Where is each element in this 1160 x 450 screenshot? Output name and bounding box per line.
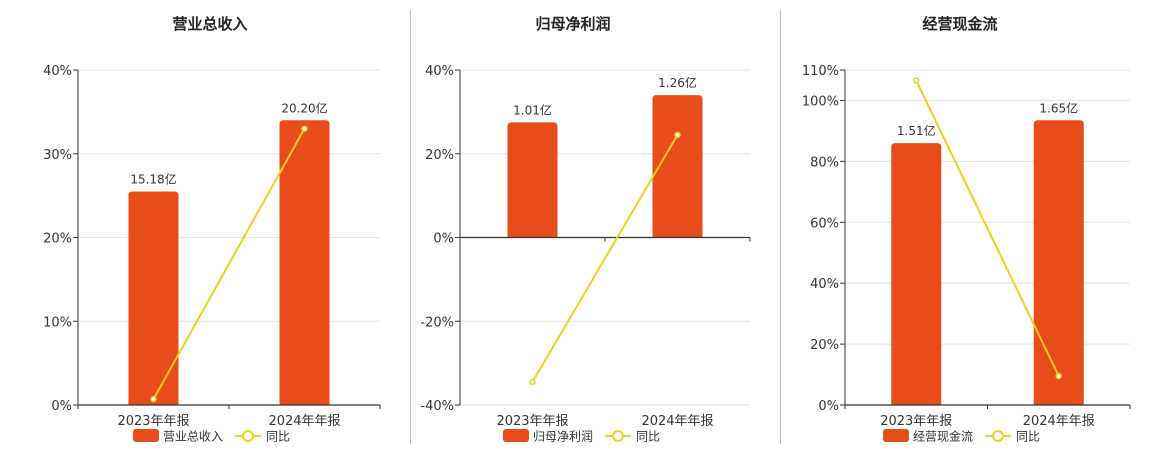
legend-label: 同比 — [1016, 430, 1040, 444]
bar — [507, 122, 558, 238]
bar-data-label: 1.51亿 — [897, 123, 936, 138]
y-tick-label: 0% — [818, 399, 839, 414]
y-tick-label: 20% — [43, 232, 72, 247]
y-tick-label: 20% — [425, 148, 454, 163]
y-tick-label: 40% — [810, 277, 839, 292]
chart-title: 营业总收入 — [172, 15, 247, 33]
bar — [891, 143, 942, 405]
x-tick-label: 2024年年报 — [641, 414, 713, 429]
x-tick-label: 2023年年报 — [117, 414, 189, 429]
legend-line-marker — [992, 430, 1004, 442]
legend-label: 经营现金流 — [913, 429, 973, 444]
bar — [1033, 120, 1084, 405]
bar — [652, 95, 703, 238]
legend-label: 营业总收入 — [163, 430, 223, 444]
chart-title: 经营现金流 — [922, 15, 997, 33]
series-point — [674, 131, 681, 139]
y-tick-label: 0% — [51, 399, 72, 414]
y-tick-label: 110% — [802, 64, 839, 79]
chart-title: 归母净利润 — [535, 15, 610, 33]
bar-data-label: 1.65亿 — [1039, 100, 1078, 115]
y-tick-label: 30% — [43, 148, 72, 163]
series-point — [150, 395, 157, 403]
legend-bar-swatch — [133, 429, 159, 442]
legend-label: 同比 — [266, 430, 290, 444]
legend-line-marker — [612, 430, 624, 442]
panel-divider — [410, 10, 411, 444]
bar-data-label: 20.20亿 — [281, 100, 327, 115]
series-point — [1055, 372, 1062, 380]
legend-bar-swatch — [883, 429, 909, 442]
series-point — [301, 125, 308, 132]
y-tick-label: 100% — [802, 94, 839, 109]
legend-label: 归母净利润 — [533, 430, 593, 444]
y-tick-label: 40% — [425, 64, 454, 79]
y-tick-label: 80% — [810, 155, 839, 170]
bar-data-label: 15.18亿 — [130, 171, 176, 186]
panel-divider — [780, 10, 781, 444]
legend-line-marker — [242, 430, 254, 442]
bar — [128, 191, 179, 405]
bar-data-label: 1.26亿 — [658, 75, 697, 90]
x-tick-label: 2024年年报 — [268, 414, 340, 429]
y-tick-label: 40% — [43, 64, 72, 79]
series-line — [152, 128, 306, 400]
y-tick-label: -20% — [420, 315, 454, 330]
legend-bar-swatch — [503, 429, 529, 442]
y-tick-label: 10% — [43, 315, 72, 330]
series-line — [531, 134, 679, 383]
y-tick-label: -40% — [420, 399, 454, 414]
bar — [279, 120, 330, 405]
y-tick-label: 0% — [433, 232, 454, 247]
x-tick-label: 2023年年报 — [880, 414, 952, 429]
x-tick-label: 2023年年报 — [496, 414, 568, 429]
legend-label: 同比 — [636, 430, 660, 444]
series-line — [915, 80, 1060, 377]
y-tick-label: 20% — [810, 338, 839, 353]
y-tick-label: 60% — [810, 216, 839, 231]
series-point — [529, 378, 536, 386]
bar-data-label: 1.01亿 — [513, 102, 552, 117]
series-point — [913, 77, 920, 84]
x-tick-label: 2024年年报 — [1023, 414, 1095, 429]
